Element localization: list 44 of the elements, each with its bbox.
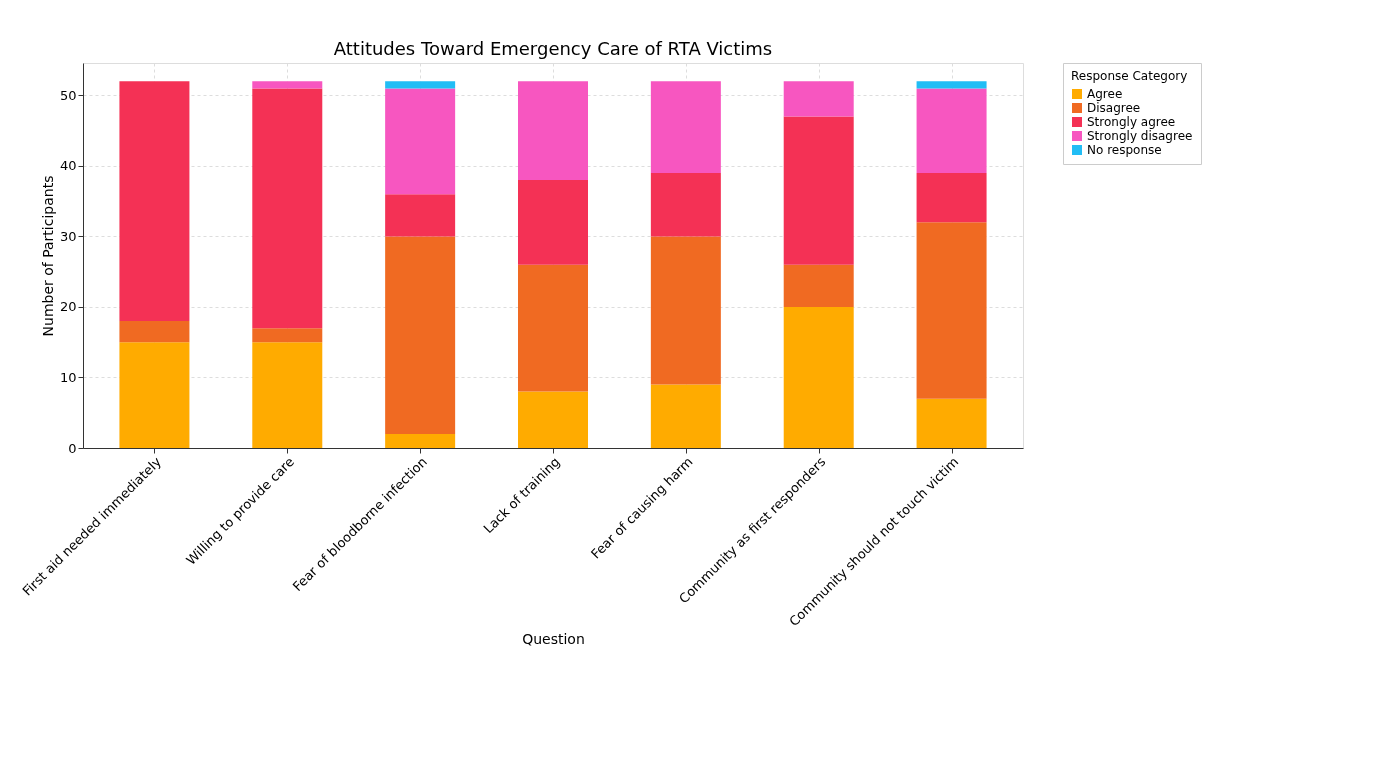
bar (916, 81, 987, 89)
bar (385, 433, 456, 448)
y-axis-title: Number of Participants (39, 175, 56, 337)
y-tick-label: 10 (59, 369, 77, 385)
legend-label: No response (1087, 143, 1162, 157)
bar (650, 173, 721, 237)
bar (783, 264, 854, 307)
bar (783, 81, 854, 117)
bar (252, 88, 323, 329)
bar (385, 88, 456, 195)
bar (783, 116, 854, 265)
y-tick-label: 50 (59, 87, 77, 103)
y-tick-label: 40 (59, 158, 77, 174)
bar (518, 180, 588, 265)
bar (119, 321, 190, 343)
y-tick-label: 20 (59, 299, 77, 315)
bar (119, 342, 190, 448)
y-tick-label: 0 (68, 440, 77, 456)
bar (385, 194, 456, 237)
bar (252, 342, 323, 448)
legend-label: Strongly disagree (1087, 129, 1193, 143)
bar (518, 264, 588, 392)
x-axis-title: Question (522, 631, 585, 648)
legend-title: Response Category (1071, 69, 1188, 83)
bar (385, 81, 456, 89)
bar (119, 81, 190, 322)
bar (650, 81, 721, 173)
bar (518, 391, 588, 448)
legend-label: Agree (1087, 87, 1123, 101)
bar (385, 236, 456, 434)
legend-label: Strongly agree (1087, 115, 1176, 129)
bar (518, 81, 588, 181)
bar (783, 306, 854, 448)
bar (650, 384, 721, 448)
y-tick-label: 30 (59, 228, 77, 244)
bar (252, 328, 323, 343)
bar (650, 236, 721, 385)
bar (916, 88, 987, 173)
bar (916, 398, 987, 448)
legend-label: Disagree (1087, 101, 1141, 115)
bar (252, 81, 323, 89)
bar (916, 173, 987, 223)
bar (916, 222, 987, 399)
chart-title: Attitudes Toward Emergency Care of RTA Victims (333, 37, 773, 59)
